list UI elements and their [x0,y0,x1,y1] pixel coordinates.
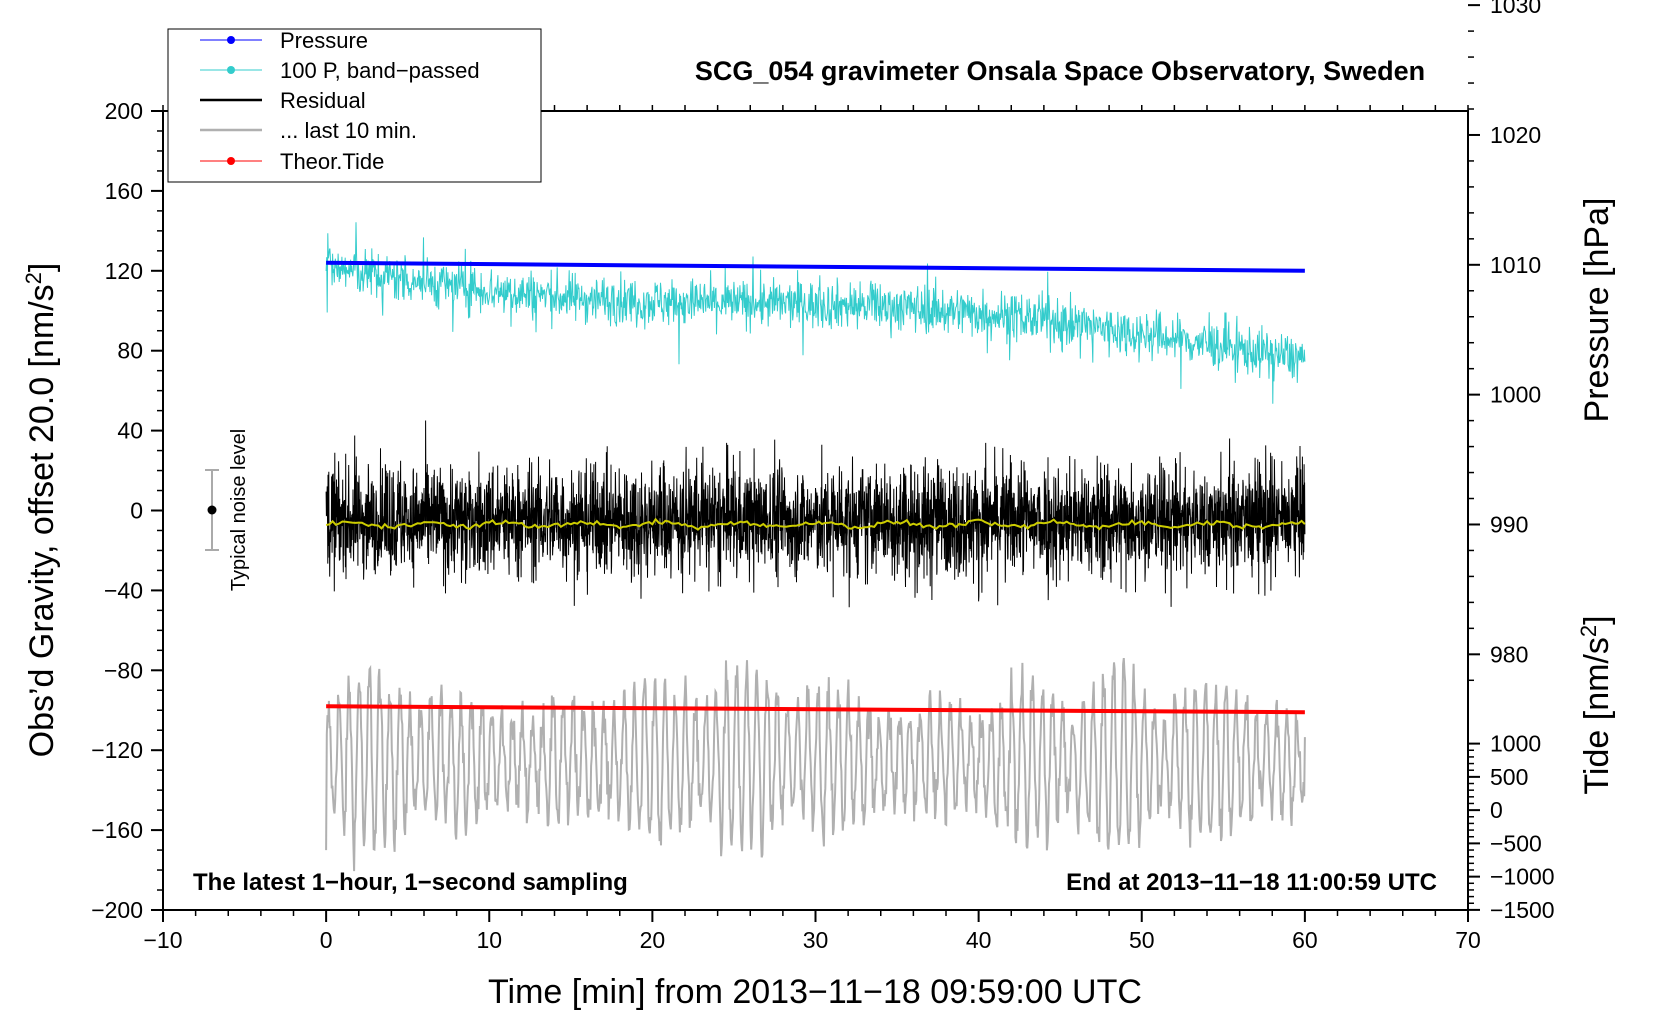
tide-tick-label: −1500 [1490,897,1555,923]
series-pressure [326,260,1305,273]
legend-label-pressure: Pressure [280,28,368,53]
pressure-tick-label: 1010 [1490,252,1541,278]
chart-title: SCG_054 gravimeter Onsala Space Observat… [695,56,1425,86]
legend-marker-bandpassed [227,66,235,74]
noise-indicator: Typical noise level [205,429,250,591]
legend-entry-residual: Residual [200,88,366,113]
y-tick-label: 160 [105,178,143,204]
x-axis-title: Time [min] from 2013−11−18 09:59:00 UTC [488,973,1142,1011]
y-tick-label: −200 [91,897,143,923]
y-tick-label: −160 [91,817,143,843]
y-axis-pressure-title: Pressure [hPa] [1578,198,1616,423]
series-residual [325,420,1306,608]
x-tick-label: 0 [320,927,333,953]
tide-tick-label: −500 [1490,830,1542,856]
legend-marker-pressure [227,36,235,44]
legend-label-tide: Theor.Tide [280,149,384,174]
annotation-right: End at 2013−11−18 11:00:59 UTC [1066,869,1437,896]
y-tick-label: 0 [130,498,143,524]
annotation-left: The latest 1−hour, 1−second sampling [193,869,628,896]
series-layer [325,222,1306,872]
legend-label-residual: Residual [280,88,366,113]
noise-dot [207,505,217,515]
y-tick-label: −40 [104,577,143,603]
pressure-tick-label: 1000 [1490,382,1541,408]
x-tick-label: 30 [803,927,829,953]
y-axis-left-title: Obs’d Gravity, offset 20.0 [nm/s2] [21,263,61,758]
y-tick-label: 200 [105,98,143,124]
series-band-passed [325,222,1306,404]
x-tick-label: 70 [1455,927,1481,953]
legend-entry-last10: ... last 10 min. [200,118,417,143]
legend-box [167,28,542,183]
y-axis-tide: 1000 500 0 −500 −1000 −1500 [1468,731,1555,923]
pressure-tick-label: 1020 [1490,122,1541,148]
x-tick-label: 50 [1129,927,1155,953]
noise-label: Typical noise level [228,429,250,591]
tide-tick-label: 500 [1490,764,1528,790]
y-axis-tide-title: Tide [nm/s2] [1576,615,1616,794]
x-tick-label: 40 [966,927,992,953]
pressure-tick-label: 990 [1490,511,1528,537]
x-axis: −10 0 10 20 30 40 50 60 70 [143,105,1481,953]
x-tick-label: 60 [1292,927,1318,953]
legend-label-last10: ... last 10 min. [280,118,417,143]
pressure-tick-label: 1030 [1490,0,1541,18]
series-theor-tide [326,704,1305,715]
y-axis-left: 200 160 120 80 40 0 −40 −80 −120 −160 −200 [91,98,163,923]
tide-tick-label: 1000 [1490,731,1541,757]
y-tick-label: −120 [91,737,143,763]
y-axis-pressure: 1030 1020 1010 1000 990 980 [1468,0,1541,682]
series-residual-mean [325,517,1306,531]
x-tick-label: 10 [476,927,502,953]
legend-entry-tide: Theor.Tide [200,149,384,174]
y-tick-label: 80 [117,338,143,364]
legend-label-bandpassed: 100 P, band−passed [280,58,480,83]
y-tick-label: 40 [117,418,143,444]
pressure-tick-label: 980 [1490,641,1528,667]
legend-entry-bandpassed: 100 P, band−passed [200,58,480,83]
tide-tick-label: −1000 [1490,864,1555,890]
x-tick-label: −10 [143,927,182,953]
tide-tick-label: 0 [1490,797,1503,823]
x-tick-label: 20 [640,927,666,953]
y-tick-label: −80 [104,657,143,683]
legend-entry-pressure: Pressure [200,28,368,53]
legend: Pressure 100 P, band−passed Residual ...… [167,28,542,183]
legend-marker-tide [227,157,235,165]
series-last-10-min [325,657,1306,872]
y-tick-label: 120 [105,258,143,284]
